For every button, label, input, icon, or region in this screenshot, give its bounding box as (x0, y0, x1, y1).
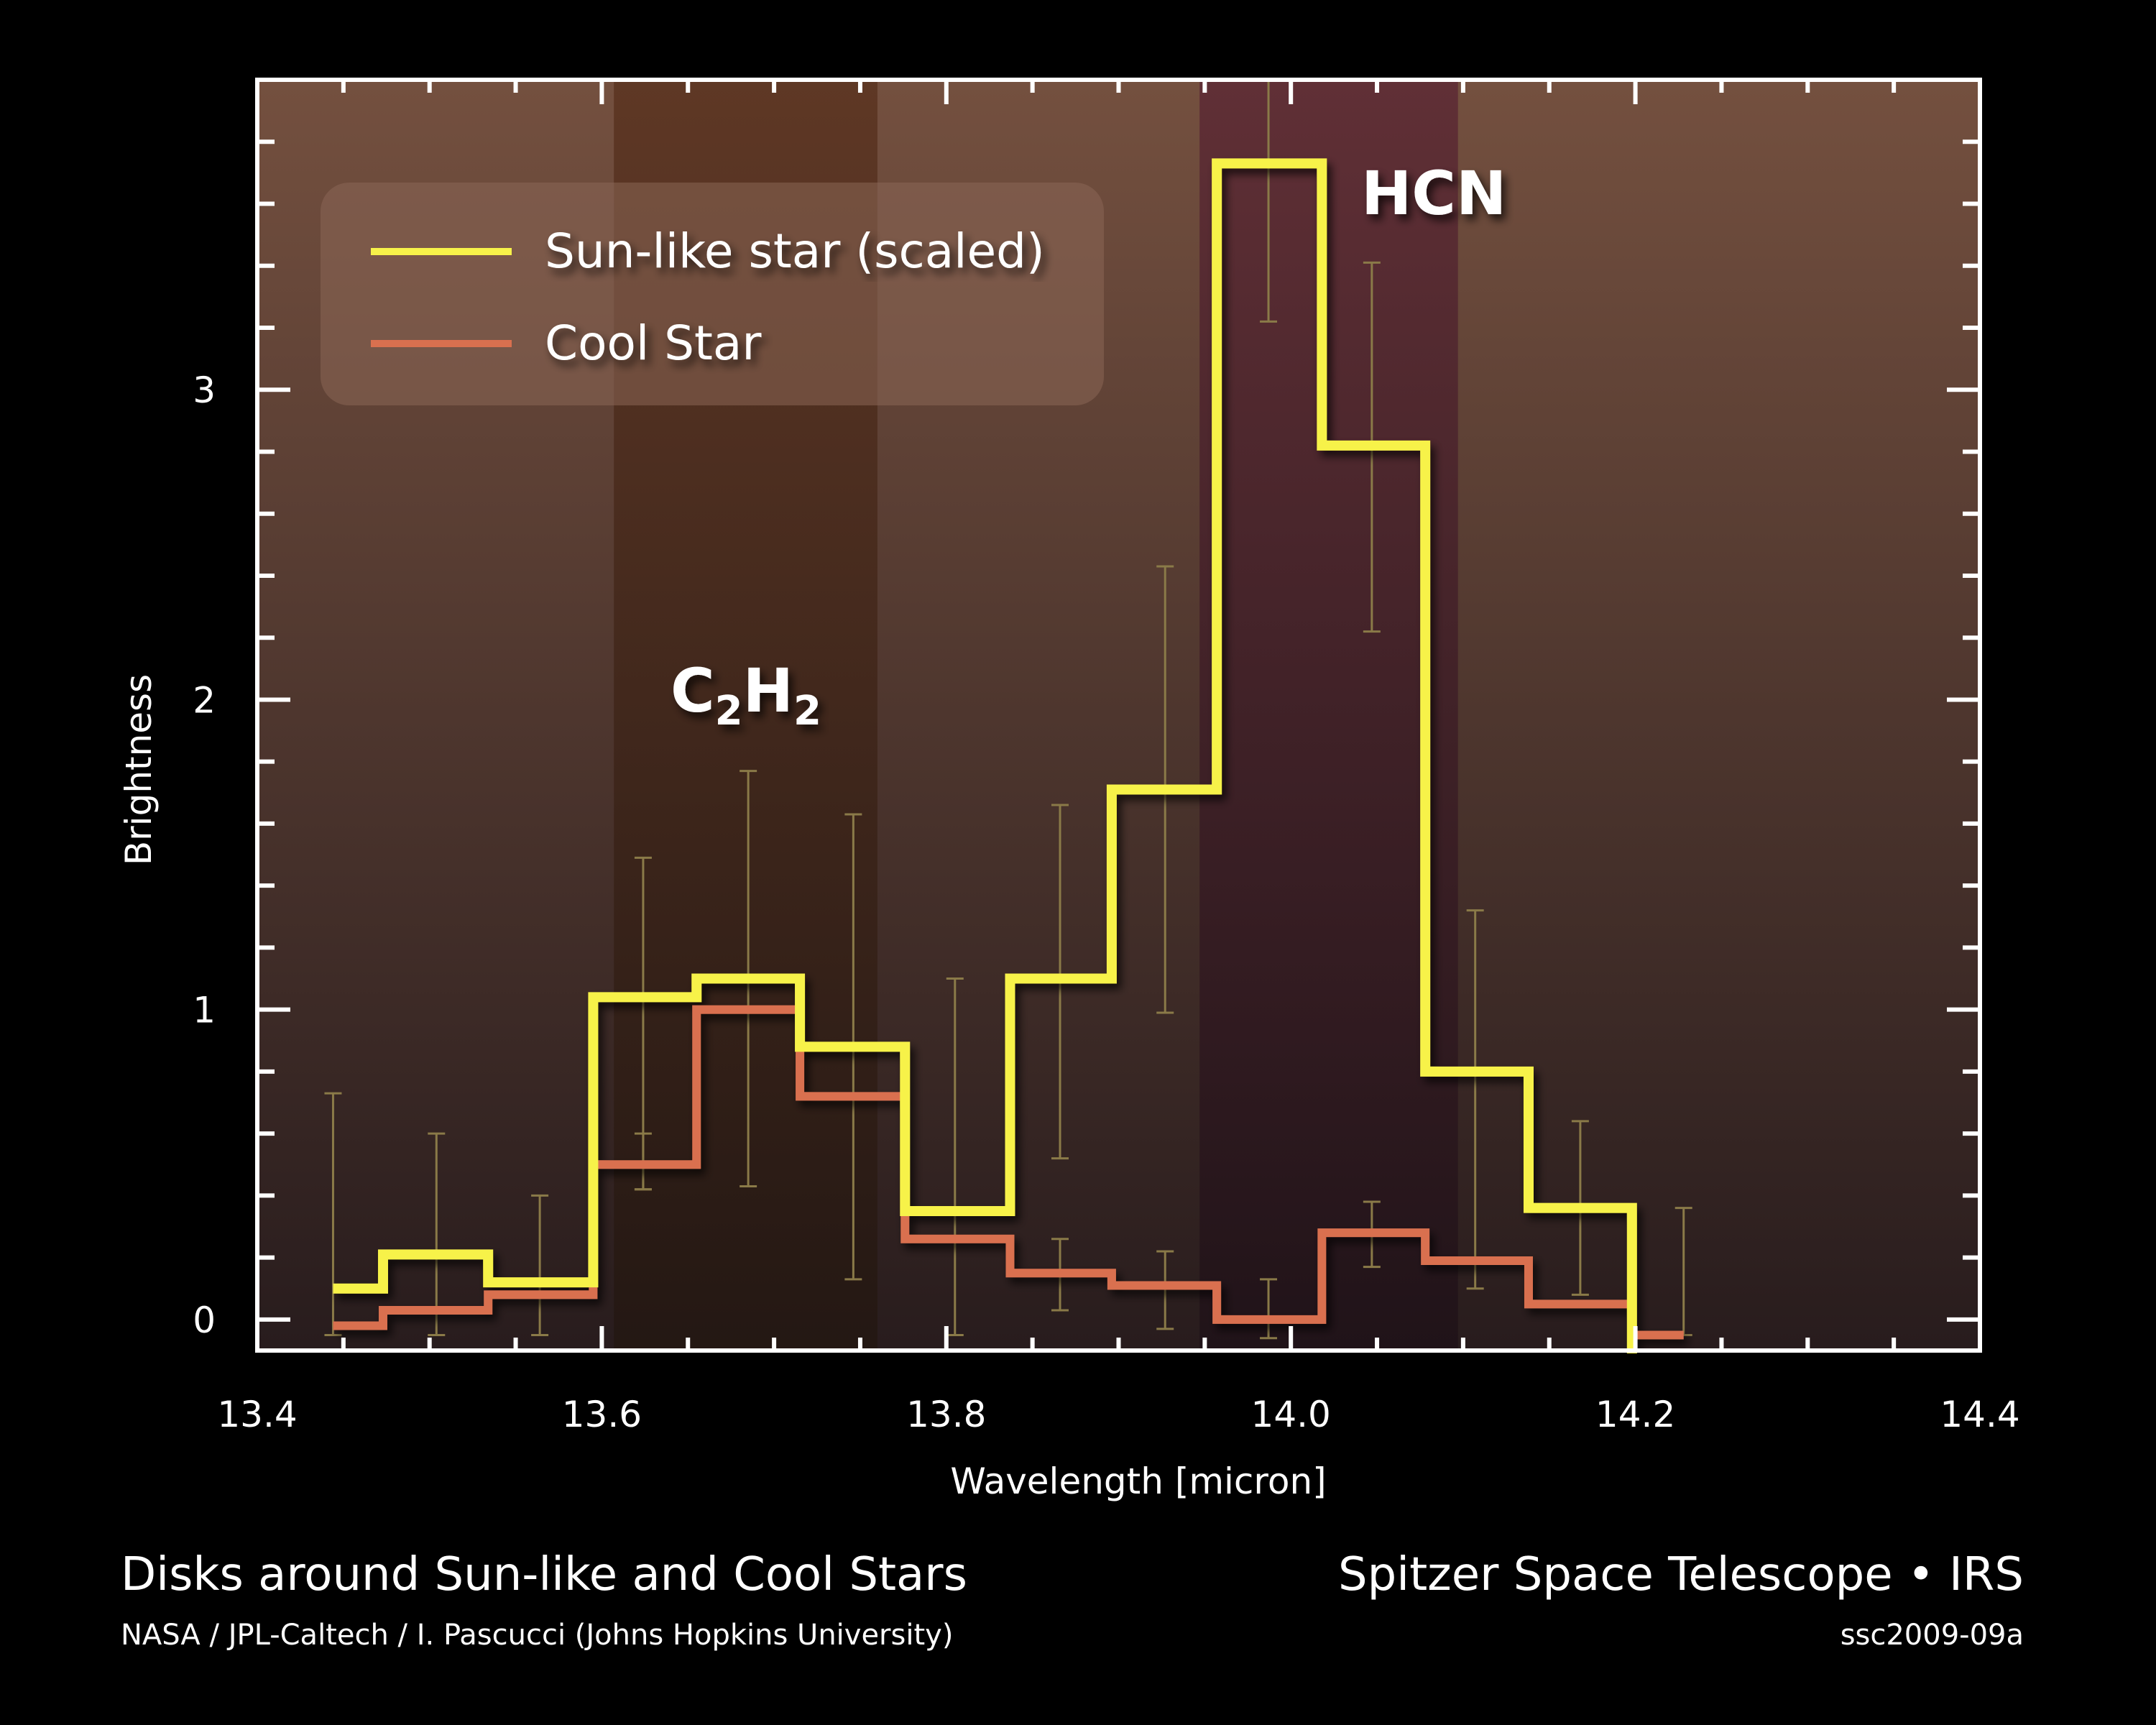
band-label-hcn: HCN (1361, 158, 1506, 229)
y-tick-label: 0 (193, 1300, 216, 1341)
x-tick-label: 14.2 (1595, 1394, 1675, 1435)
x-tick-label: 14.0 (1251, 1394, 1331, 1435)
x-tick-label: 13.8 (906, 1394, 986, 1435)
error-bar (1156, 1250, 1174, 1330)
y-tick-label: 1 (193, 990, 216, 1031)
error-bar (1466, 909, 1484, 1290)
legend-label-sun-like: Sun-like star (scaled) (545, 224, 1045, 279)
y-tick-label: 3 (193, 369, 216, 411)
x-axis-label: Wavelength [micron] (950, 1460, 1326, 1502)
footer-credit: NASA / JPL-Caltech / I. Pascucci (Johns … (121, 1619, 953, 1652)
footer-title: Disks around Sun-like and Cool Stars (121, 1548, 967, 1601)
error-bar (531, 1194, 549, 1336)
plot-frame (255, 78, 1982, 1353)
band-label-c2h2: C2H2 (671, 656, 821, 735)
error-bar (324, 1092, 342, 1336)
footer-mission: Spitzer Space Telescope • IRS (1338, 1548, 2024, 1601)
error-bar (1260, 80, 1278, 323)
x-tick-label: 14.4 (1940, 1394, 2019, 1435)
error-bar (428, 1132, 446, 1336)
x-tick-label: 13.6 (562, 1394, 642, 1435)
legend-box (321, 183, 1104, 405)
y-axis-label: Brightness (118, 674, 160, 865)
series-line-cool-star (333, 1005, 1684, 1340)
legend: Sun-like star (scaled) Cool Star (321, 183, 1104, 405)
x-tick-label: 13.4 (217, 1394, 297, 1435)
footer-id: ssc2009-09a (1841, 1619, 2024, 1652)
legend-label-cool-star: Cool Star (545, 316, 762, 371)
y-tick-label: 2 (193, 679, 216, 721)
band-hcn (1199, 80, 1458, 1351)
error-bar (1260, 1278, 1278, 1340)
series-line-sun-like (333, 158, 1637, 1353)
error-bar (946, 978, 964, 1336)
